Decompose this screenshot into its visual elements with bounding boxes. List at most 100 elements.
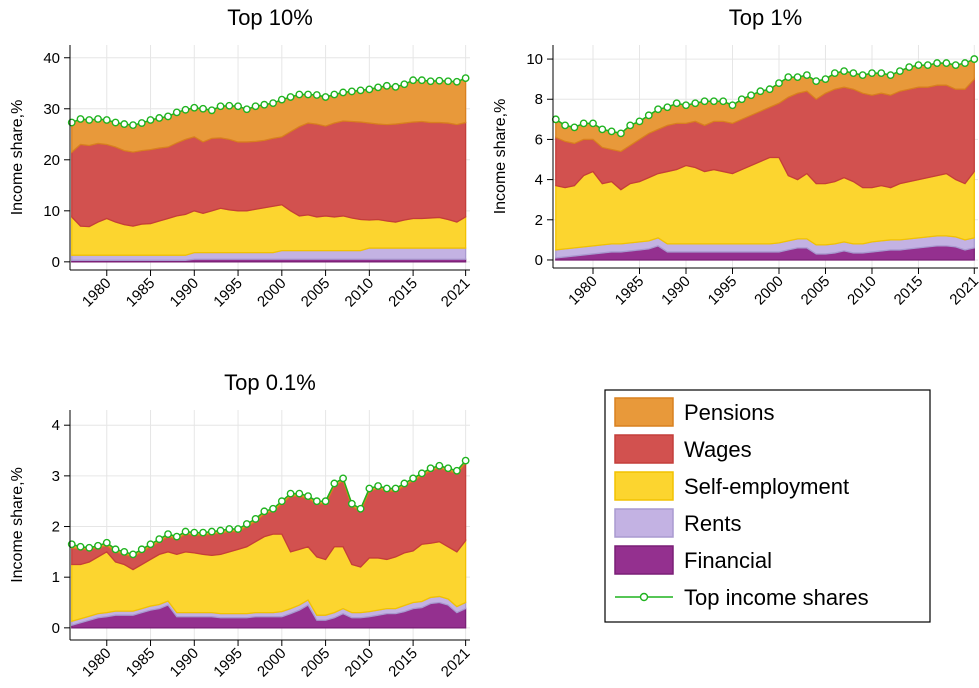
marker (374, 482, 382, 490)
marker (682, 101, 690, 110)
x-tick-label: 2010 (342, 275, 378, 311)
marker (417, 469, 426, 478)
marker (444, 77, 453, 86)
chart-title: Top 0.1% (224, 370, 316, 395)
marker (461, 456, 470, 465)
marker (365, 85, 374, 94)
marker (663, 103, 672, 112)
x-tick-label: 2021 (438, 645, 474, 681)
y-tick-label: 2 (535, 212, 543, 229)
marker (905, 63, 914, 71)
marker (120, 547, 129, 556)
x-tick-label: 2000 (751, 273, 787, 309)
y-axis-label: Income share,% (9, 467, 26, 583)
marker (391, 82, 400, 91)
marker (756, 87, 765, 96)
y-tick-label: 10 (526, 51, 543, 68)
marker (120, 120, 129, 128)
marker (321, 497, 330, 506)
marker (269, 99, 277, 108)
marker (598, 125, 607, 134)
marker (812, 77, 821, 86)
marker (251, 102, 260, 111)
chart-title: Top 10% (227, 5, 313, 30)
marker (719, 97, 728, 106)
marker (700, 97, 709, 106)
y-tick-label: 10 (43, 203, 60, 220)
marker (321, 93, 330, 101)
legend-label: Financial (684, 548, 772, 573)
marker (391, 484, 400, 493)
marker (802, 71, 811, 80)
marker (830, 69, 839, 78)
marker (793, 73, 802, 82)
marker (728, 101, 737, 110)
legend-box (604, 389, 931, 623)
marker (644, 111, 653, 120)
marker (277, 497, 286, 506)
marker (199, 528, 207, 537)
y-tick-label: 0 (52, 620, 60, 637)
marker (914, 61, 923, 69)
marker (551, 115, 560, 124)
marker (155, 535, 164, 544)
marker (409, 76, 418, 85)
marker (461, 74, 470, 83)
x-tick-label: 2010 (342, 645, 378, 681)
legend-swatch (614, 508, 674, 538)
marker (452, 77, 461, 86)
marker (626, 121, 635, 130)
marker (452, 466, 461, 475)
marker (382, 484, 391, 493)
marker (747, 91, 755, 100)
marker (304, 90, 312, 99)
x-tick-label: 2015 (891, 273, 927, 309)
marker (356, 86, 365, 95)
legend-swatch (614, 434, 674, 464)
marker (164, 530, 172, 539)
y-tick-label: 4 (535, 172, 543, 189)
marker (164, 112, 172, 121)
marker (561, 121, 569, 130)
marker (295, 90, 304, 99)
x-tick-label: 2021 (946, 273, 979, 309)
marker (172, 108, 181, 117)
marker (242, 520, 251, 528)
y-tick-label: 1 (52, 569, 60, 586)
chart-title: Top 1% (729, 5, 802, 30)
marker (409, 474, 418, 483)
line (71, 77, 466, 126)
y-axis-label: Income share,% (492, 99, 509, 215)
marker (616, 129, 625, 138)
marker (868, 69, 876, 78)
marker (356, 504, 365, 513)
line (555, 58, 975, 135)
marker (94, 115, 102, 123)
marker (330, 90, 339, 99)
marker (417, 76, 426, 85)
y-tick-label: 2 (52, 519, 60, 536)
marker (426, 77, 435, 86)
marker (886, 71, 895, 80)
marker (155, 114, 164, 122)
y-tick-label: 20 (43, 152, 60, 169)
x-tick-label: 2000 (254, 645, 290, 681)
marker (330, 479, 339, 488)
marker (400, 479, 409, 488)
marker (435, 76, 444, 85)
marker (589, 119, 597, 128)
marker (304, 492, 312, 501)
marker (111, 545, 120, 554)
marker (94, 541, 102, 550)
legend-label: Rents (684, 511, 741, 536)
marker (190, 528, 199, 537)
marker (374, 83, 382, 92)
marker (570, 123, 579, 132)
x-tick-label: 1980 (79, 645, 115, 681)
marker (942, 59, 951, 67)
marker (444, 464, 453, 473)
line (71, 460, 467, 556)
x-tick-label: 1995 (210, 275, 246, 311)
x-tick-label: 1995 (705, 273, 741, 309)
